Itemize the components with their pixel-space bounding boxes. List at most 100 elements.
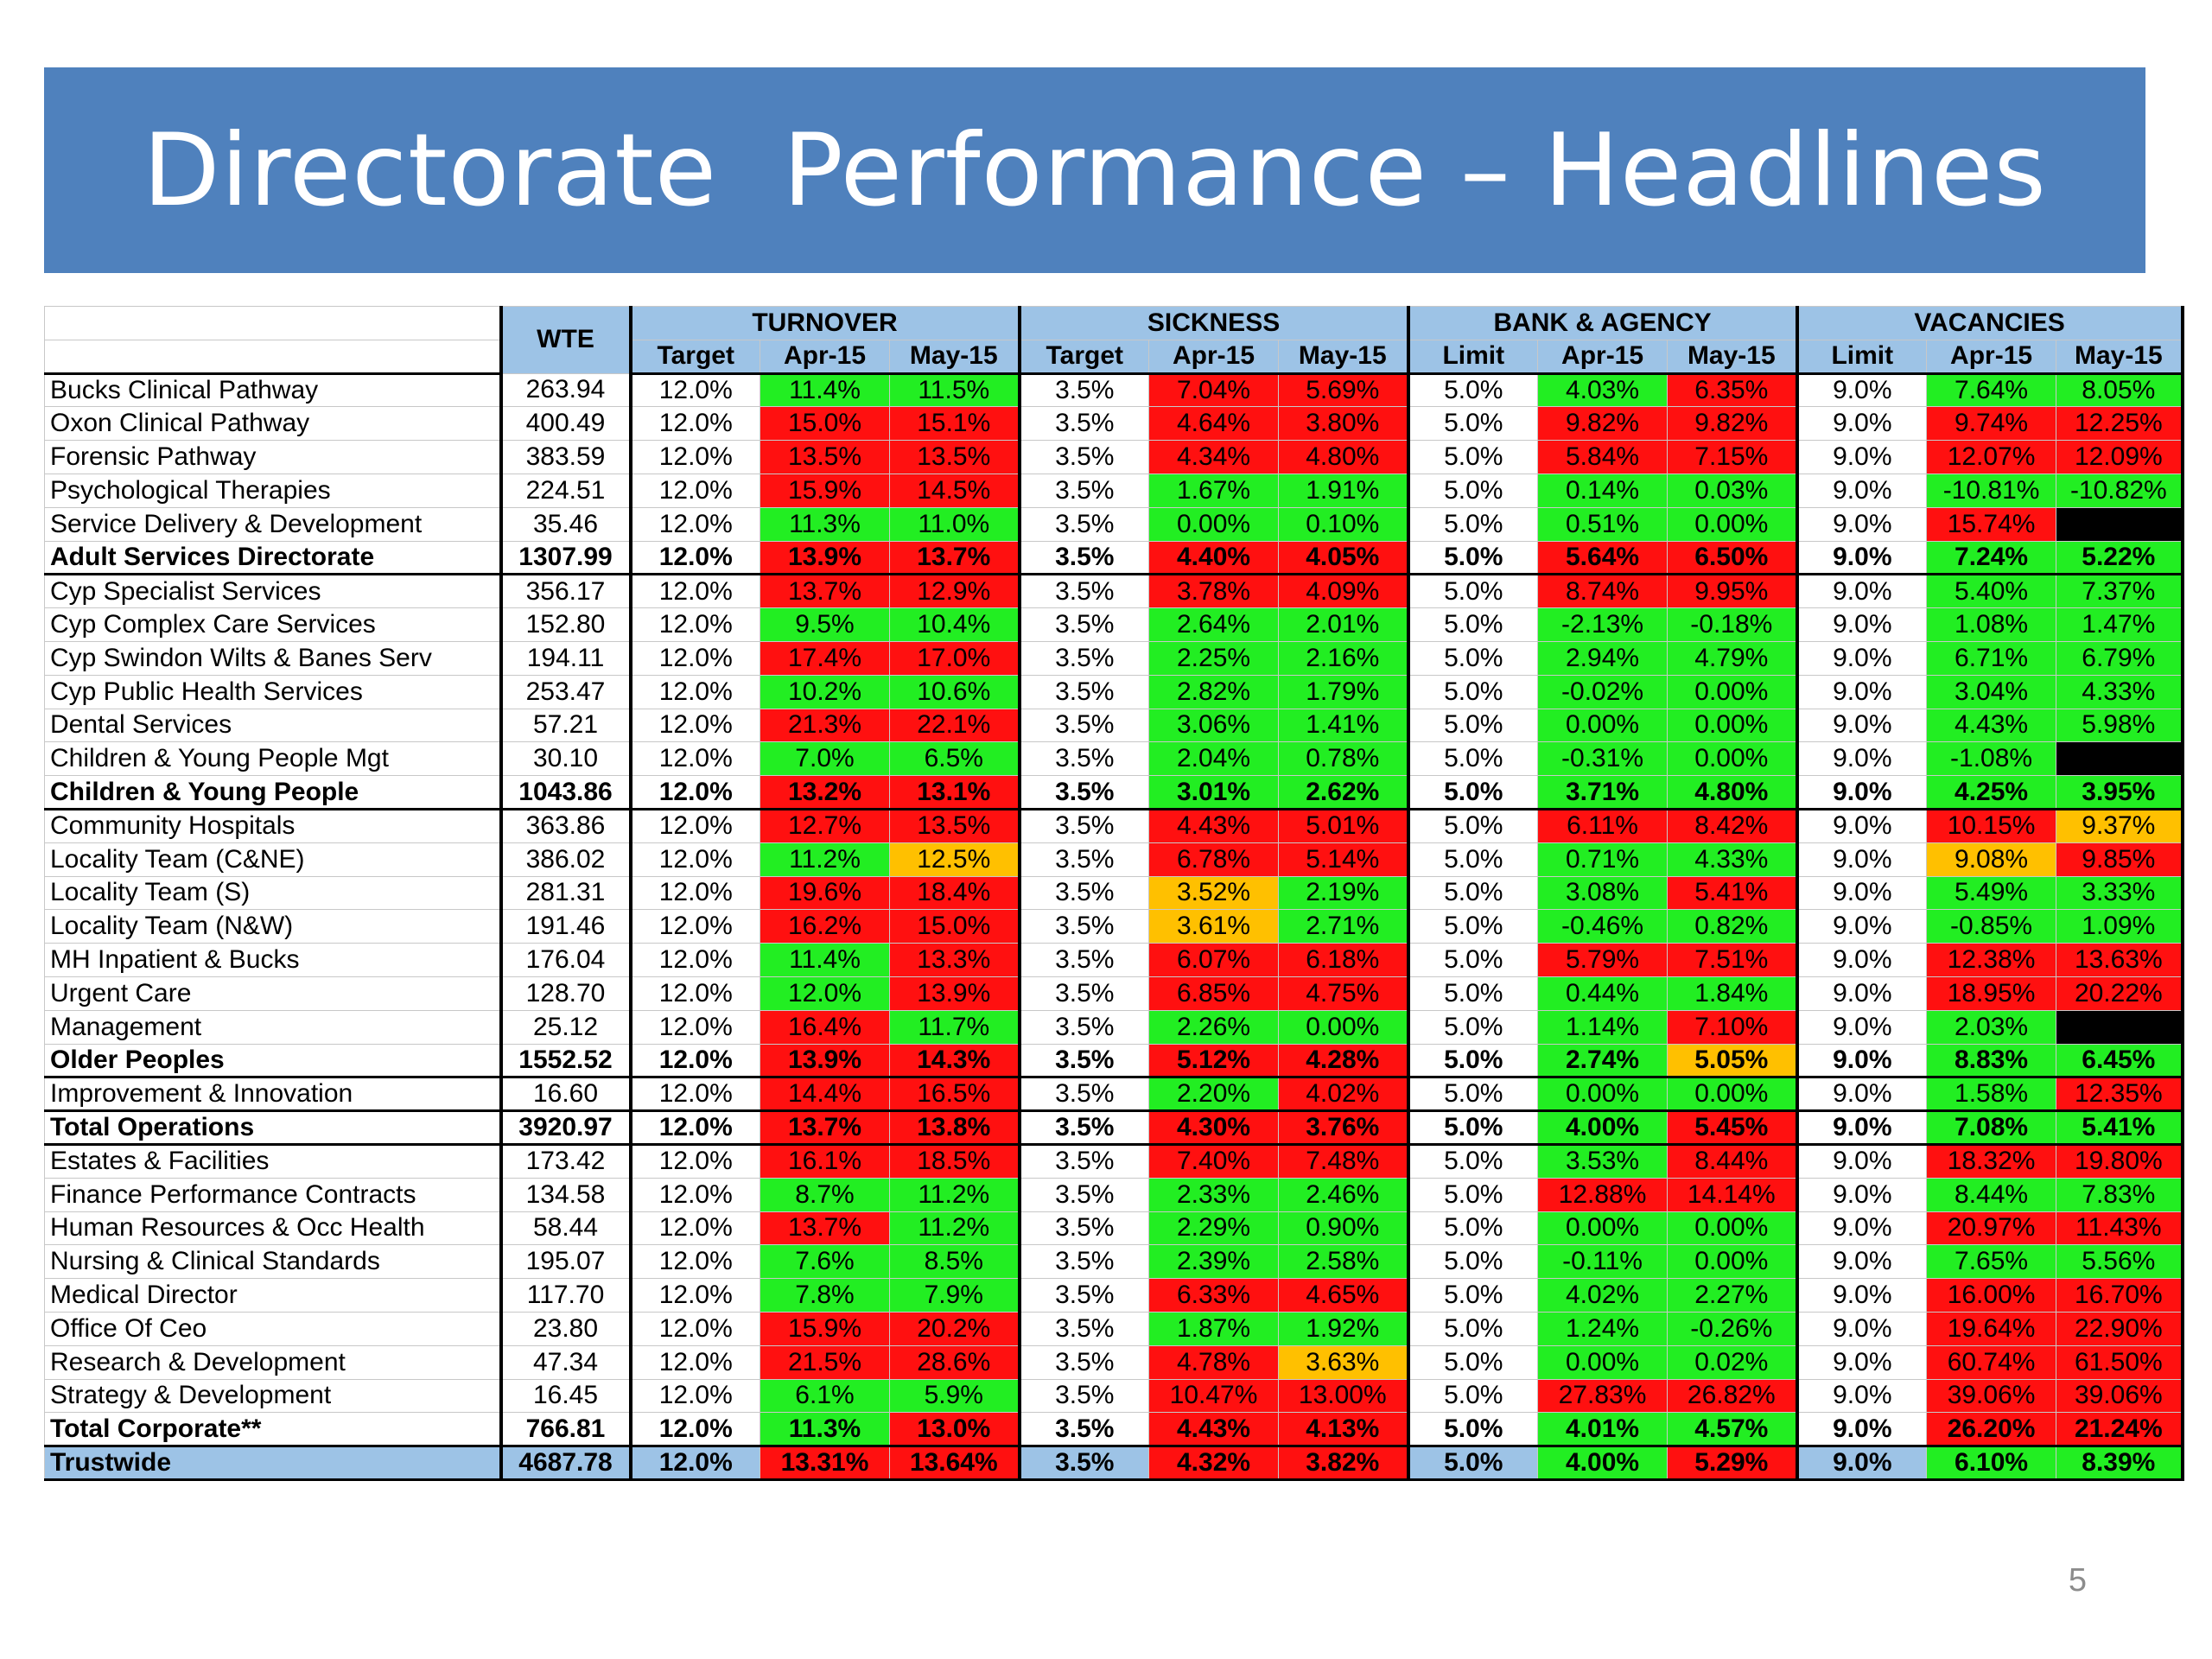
metric-cell: 1.87% [1148, 1311, 1280, 1346]
row-name: MH Inpatient & Bucks [44, 943, 501, 977]
metric-cell: 7.15% [1667, 440, 1798, 474]
metric-cell: 9.0% [1795, 1278, 1928, 1313]
row-wte: 281.31 [499, 875, 631, 911]
row-wte: 263.94 [499, 372, 631, 408]
row-name: Urgent Care [44, 976, 501, 1011]
metric-cell: 13.9% [760, 540, 890, 575]
metric-cell: 3.5% [1017, 708, 1150, 743]
metric-cell: 28.6% [888, 1344, 1020, 1380]
row-wte: 253.47 [499, 674, 631, 709]
metric-cell: 2.25% [1148, 640, 1280, 676]
metric-cell: 3.52% [1148, 875, 1280, 911]
metric-cell: 6.33% [1148, 1278, 1280, 1313]
page-number: 5 [2068, 1562, 2087, 1599]
metric-cell: 13.3% [888, 943, 1020, 977]
header-wte: WTE [499, 306, 631, 374]
metric-cell: 4.43% [1148, 1412, 1280, 1447]
table-row: Trustwide 4687.78 12.0% 13.31% 13.64% 3.5% 4.3… [44, 1445, 2184, 1481]
header-blank-cell [44, 306, 501, 340]
metric-cell: 9.0% [1795, 909, 1928, 944]
metric-cell: 7.08% [1926, 1109, 2057, 1145]
metric-cell: 9.0% [1795, 607, 1928, 642]
metric-cell: 5.0% [1406, 842, 1539, 877]
row-name: Locality Team (C&NE) [44, 842, 501, 877]
metric-cell: 3.80% [1278, 406, 1409, 442]
metric-cell: 3.04% [1926, 674, 2057, 709]
row-wte: 356.17 [499, 573, 631, 609]
table-row: Finance Performance Contracts 134.58 12.0%… [44, 1177, 2184, 1212]
metric-cell: 3.5% [1017, 976, 1150, 1011]
metric-cell: 5.0% [1406, 607, 1539, 642]
metric-cell: 2.27% [1667, 1278, 1798, 1313]
metric-cell: 6.5% [888, 741, 1020, 777]
metric-cell: 12.0% [628, 440, 760, 474]
metric-cell: 3.5% [1017, 674, 1150, 709]
row-name: Total Corporate** [44, 1412, 501, 1447]
header-group-turnover: TURNOVER [628, 306, 1020, 340]
metric-cell: 4.79% [1667, 640, 1798, 676]
subheader-cell: May-15 [888, 339, 1020, 375]
row-wte: 766.81 [499, 1412, 631, 1447]
metric-cell: 5.0% [1406, 775, 1539, 810]
metric-cell: 12.0% [628, 540, 760, 575]
metric-cell: 12.88% [1537, 1177, 1669, 1212]
metric-cell: 9.0% [1795, 406, 1928, 442]
metric-cell: 7.6% [760, 1244, 890, 1280]
metric-cell: 16.1% [760, 1142, 890, 1179]
row-name: Total Operations [44, 1109, 501, 1145]
metric-cell: 5.0% [1406, 741, 1539, 777]
metric-cell: 7.83% [2056, 1177, 2184, 1212]
row-wte: 363.86 [499, 807, 631, 843]
metric-cell: 12.0% [628, 875, 760, 911]
row-wte: 400.49 [499, 406, 631, 442]
metric-cell: 3.5% [1017, 842, 1150, 877]
row-name: Improvement & Innovation [44, 1076, 501, 1112]
row-wte: 134.58 [499, 1177, 631, 1212]
metric-cell: 16.00% [1926, 1278, 2057, 1313]
metric-cell: -0.46% [1537, 909, 1669, 944]
metric-cell: 12.0% [628, 842, 760, 877]
metric-cell: 19.80% [2056, 1142, 2184, 1179]
metric-cell: 5.56% [2056, 1244, 2184, 1280]
metric-cell: 3.5% [1017, 573, 1150, 609]
metric-cell: 21.3% [760, 708, 890, 743]
metric-cell: 12.0% [628, 1142, 760, 1179]
metric-cell: 4.34% [1148, 440, 1280, 474]
metric-cell: 5.0% [1406, 909, 1539, 944]
metric-cell: 6.79% [2056, 640, 2184, 676]
metric-cell: 7.48% [1278, 1142, 1409, 1179]
metric-cell: 6.07% [1148, 943, 1280, 977]
metric-cell: 13.9% [760, 1043, 890, 1078]
metric-cell: 9.0% [1795, 875, 1928, 911]
metric-cell: 22.90% [2056, 1311, 2184, 1346]
metric-cell: 18.95% [1926, 976, 2057, 1011]
metric-cell: 0.90% [1278, 1211, 1409, 1246]
metric-cell: 3.01% [1148, 775, 1280, 810]
metric-cell: 16.70% [2056, 1278, 2184, 1313]
metric-cell: 3.5% [1017, 372, 1150, 408]
metric-cell: 1.79% [1278, 674, 1409, 709]
row-name: Cyp Specialist Services [44, 573, 501, 609]
metric-cell: 4.13% [1278, 1412, 1409, 1447]
metric-cell: 0.00% [1667, 1244, 1798, 1280]
metric-cell: 5.69% [1278, 372, 1409, 408]
metric-cell: 2.33% [1148, 1177, 1280, 1212]
table-row: Nursing & Clinical Standards 195.07 12.0% 7… [44, 1244, 2184, 1280]
metric-cell: 9.0% [1795, 1412, 1928, 1447]
metric-cell: 16.4% [760, 1009, 890, 1045]
performance-table-container: WTE TURNOVER SICKNESS BANK & AGENCY VACA… [44, 306, 2184, 1481]
metric-cell: 13.8% [888, 1109, 1020, 1145]
metric-cell: 17.0% [888, 640, 1020, 676]
row-wte: 173.42 [499, 1142, 631, 1179]
metric-cell: 1.67% [1148, 473, 1280, 508]
metric-cell: 10.15% [1926, 807, 2057, 843]
metric-cell: 60.74% [1926, 1344, 2057, 1380]
metric-cell: 0.00% [1667, 1211, 1798, 1246]
row-wte: 1307.99 [499, 540, 631, 575]
metric-cell: 13.63% [2056, 943, 2184, 977]
metric-cell: 12.0% [628, 807, 760, 843]
metric-cell: 18.4% [888, 875, 1020, 911]
metric-cell: 10.6% [888, 674, 1020, 709]
metric-cell: 5.12% [1148, 1043, 1280, 1078]
metric-cell: 5.45% [1667, 1109, 1798, 1145]
